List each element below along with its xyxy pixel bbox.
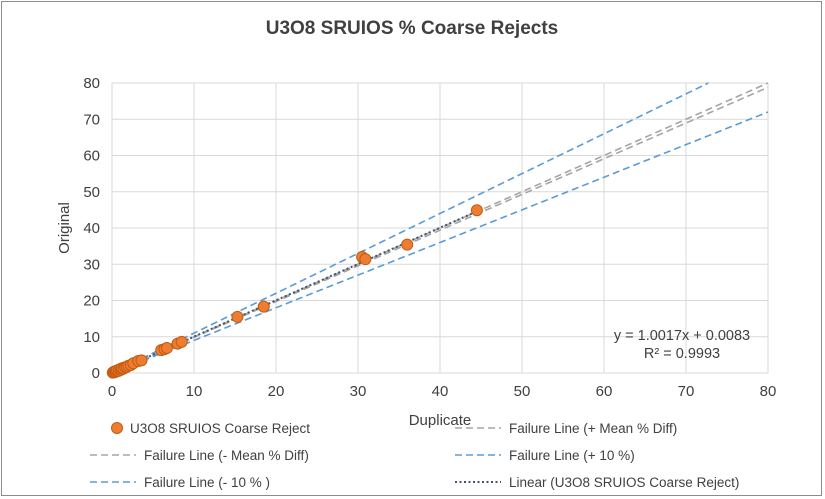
x-tick-label: 30 xyxy=(350,383,367,400)
failure-line xyxy=(111,82,709,374)
legend-item: Failure Line (+ 10 %) xyxy=(455,448,635,463)
trendline-equation: y = 1.0017x + 0.0083 xyxy=(614,328,750,344)
data-point xyxy=(257,300,270,313)
tick-labels: 0 10 20 30 40 50 60 70 80 0 10 20 30 40 50 60 70 80 xyxy=(83,75,776,400)
data-point xyxy=(135,354,148,367)
data-point xyxy=(175,335,188,348)
legend-label: Failure Line (+ 10 %) xyxy=(509,448,635,463)
chart-title: U3O8 SRUIOS % Coarse Rejects xyxy=(266,18,559,39)
legend-label: Linear (U3O8 SRUIOS Coarse Reject) xyxy=(509,475,739,490)
x-tick-label: 80 xyxy=(760,383,777,400)
x-axis-label: Duplicate xyxy=(409,412,472,429)
data-point xyxy=(160,341,173,354)
legend-label: U3O8 SRUIOS Coarse Reject xyxy=(130,421,310,436)
data-point xyxy=(470,204,483,217)
x-tick-label: 70 xyxy=(678,383,695,400)
legend: U3O8 SRUIOS Coarse Reject Failure Line (+… xyxy=(90,421,739,490)
y-tick-label: 50 xyxy=(83,184,100,201)
y-tick-label: 20 xyxy=(83,293,100,310)
grid xyxy=(111,82,769,374)
x-tick-label: 0 xyxy=(108,383,116,400)
trendline xyxy=(111,210,478,374)
legend-item: Failure Line (+ Mean % Diff) xyxy=(455,421,677,436)
x-tick-label: 40 xyxy=(432,383,449,400)
legend-marker xyxy=(111,422,123,434)
data-point xyxy=(359,253,372,266)
data-point xyxy=(231,310,244,323)
failure-line xyxy=(111,82,769,374)
x-tick-label: 10 xyxy=(186,383,203,400)
data-point xyxy=(401,238,414,251)
legend-item: U3O8 SRUIOS Coarse Reject xyxy=(111,421,310,436)
y-tick-label: 70 xyxy=(83,111,100,128)
x-tick-label: 60 xyxy=(596,383,613,400)
y-axis-label: Original xyxy=(56,202,73,254)
x-tick-label: 50 xyxy=(514,383,531,400)
x-tick-label: 20 xyxy=(268,383,285,400)
y-tick-label: 40 xyxy=(83,220,100,237)
legend-item: Failure Line (- Mean % Diff) xyxy=(90,448,309,463)
legend-label: Failure Line (- Mean % Diff) xyxy=(144,448,309,463)
legend-label: Failure Line (+ Mean % Diff) xyxy=(509,421,677,436)
y-tick-label: 80 xyxy=(83,75,100,92)
y-tick-label: 60 xyxy=(83,148,100,165)
y-tick-label: 0 xyxy=(92,365,100,382)
series-points xyxy=(106,204,483,379)
failure-line xyxy=(111,111,769,374)
legend-item: Linear (U3O8 SRUIOS Coarse Reject) xyxy=(455,475,739,490)
series-lines xyxy=(111,82,769,374)
trendline-r-squared: R² = 0.9993 xyxy=(644,346,720,362)
y-tick-label: 10 xyxy=(83,329,100,346)
legend-label: Failure Line (- 10 % ) xyxy=(144,475,270,490)
failure-line xyxy=(111,86,769,374)
legend-item: Failure Line (- 10 % ) xyxy=(90,475,270,490)
y-tick-label: 30 xyxy=(83,256,100,273)
